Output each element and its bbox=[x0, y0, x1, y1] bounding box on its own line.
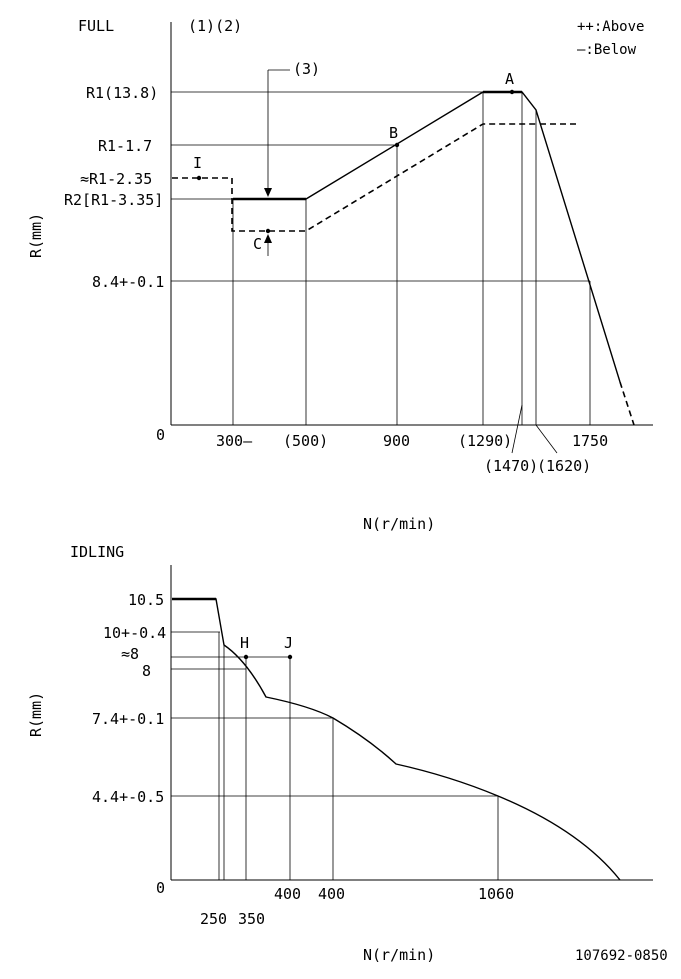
idling-ylabel: R(mm) bbox=[27, 692, 45, 737]
xlabel-900: 900 bbox=[383, 432, 410, 450]
xlabel-300: 300— bbox=[216, 432, 253, 450]
full-title: FULL bbox=[78, 17, 114, 35]
point-c-label: C bbox=[253, 235, 262, 253]
xlabel-500: (500) bbox=[283, 432, 328, 450]
point-c-marker bbox=[265, 228, 271, 234]
c-arrow-head bbox=[264, 234, 272, 243]
idling-xlabel: N(r/min) bbox=[363, 946, 435, 964]
xlabel-1290: (1290) bbox=[458, 432, 512, 450]
point-j-label: J bbox=[284, 634, 293, 652]
full-xlabel: N(r/min) bbox=[363, 515, 435, 533]
xlabel-1750: 1750 bbox=[572, 432, 608, 450]
point-a-marker bbox=[509, 89, 515, 95]
full-chart: FULL (1)(2) ++:Above —:Below A B bbox=[27, 17, 653, 533]
point-i-label: I bbox=[193, 154, 202, 172]
full-refs: (1)(2) bbox=[188, 17, 242, 35]
full-curve-solid bbox=[233, 91, 621, 383]
point-i-marker bbox=[196, 175, 202, 181]
legend-above: ++:Above bbox=[577, 19, 644, 35]
full-curve-dashed bbox=[172, 123, 536, 232]
ylabel-105: 10.5 bbox=[128, 591, 164, 609]
ylabel-84: 8.4+-0.1 bbox=[92, 273, 164, 291]
ylabel-r1-235: ≈R1-2.35 bbox=[80, 170, 152, 188]
ylabel-8: 8 bbox=[142, 662, 151, 680]
full-ylabel: R(mm) bbox=[27, 213, 45, 258]
ref-3-arrow-head bbox=[264, 188, 272, 197]
point-b-label: B bbox=[389, 124, 398, 142]
ylabel-74: 7.4+-0.1 bbox=[92, 710, 164, 728]
xlabel-1470: (1470) bbox=[484, 457, 538, 475]
leader-1620 bbox=[535, 424, 558, 454]
ylabel-r1: R1(13.8) bbox=[86, 84, 158, 102]
idling-chart: IDLING H J 10.5 10+-0.4 ≈8 8 7.4+-0.1 4.… bbox=[27, 543, 668, 964]
point-h-label: H bbox=[240, 634, 249, 652]
idling-title: IDLING bbox=[70, 543, 124, 561]
point-a-label: A bbox=[505, 70, 514, 88]
leader-1470 bbox=[511, 404, 523, 454]
xlabel-400b: 400 bbox=[318, 885, 345, 903]
idling-curve bbox=[172, 598, 621, 881]
xlabel-400a: 400 bbox=[274, 885, 301, 903]
point-j-marker bbox=[287, 654, 293, 660]
ylabel-r2: R2[R1-3.35] bbox=[64, 191, 163, 209]
idling-zero: 0 bbox=[156, 879, 165, 897]
full-zero: 0 bbox=[156, 426, 165, 444]
legend-below: —:Below bbox=[577, 42, 637, 58]
ylabel-r1-17: R1-1.7 bbox=[98, 137, 152, 155]
ylabel-10: 10+-0.4 bbox=[103, 624, 166, 642]
xlabel-1060: 1060 bbox=[478, 885, 514, 903]
ylabel-8a: ≈8 bbox=[121, 645, 139, 663]
xlabel-250: 250 bbox=[200, 910, 227, 928]
xlabel-350: 350 bbox=[238, 910, 265, 928]
point-h-marker bbox=[243, 654, 249, 660]
ylabel-44: 4.4+-0.5 bbox=[92, 788, 164, 806]
xlabel-1620: (1620) bbox=[537, 457, 591, 475]
doc-code: 107692-0850 bbox=[575, 948, 668, 964]
ref-3-label: (3) bbox=[293, 60, 320, 78]
full-curve-solid-tail bbox=[619, 381, 635, 426]
point-b-marker bbox=[394, 142, 400, 148]
